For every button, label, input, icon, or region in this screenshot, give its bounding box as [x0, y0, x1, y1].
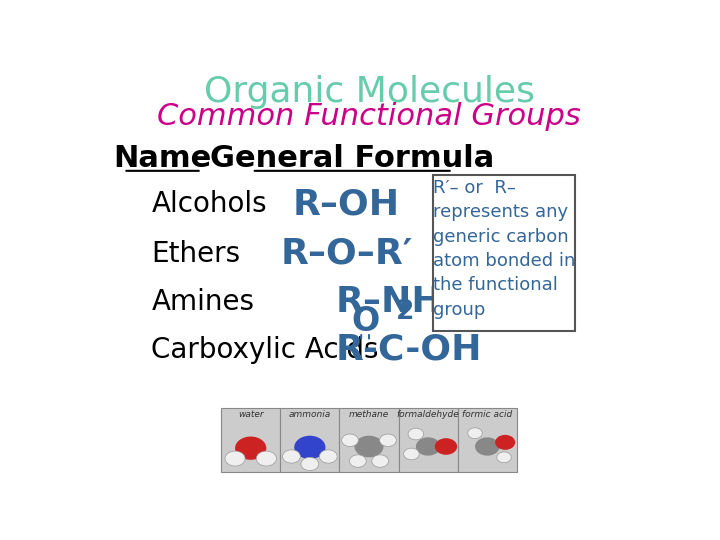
Text: R–NH: R–NH	[336, 285, 442, 319]
FancyBboxPatch shape	[399, 408, 458, 472]
Circle shape	[372, 455, 389, 467]
Text: formic acid: formic acid	[462, 410, 513, 419]
Text: Carboxylic Acids: Carboxylic Acids	[151, 336, 379, 363]
Circle shape	[235, 436, 266, 460]
Circle shape	[349, 455, 366, 467]
Circle shape	[225, 451, 245, 466]
Text: Amines: Amines	[151, 288, 254, 316]
FancyBboxPatch shape	[221, 408, 280, 472]
FancyBboxPatch shape	[339, 408, 399, 472]
Circle shape	[475, 437, 500, 456]
Circle shape	[468, 428, 482, 438]
Text: Name: Name	[114, 144, 212, 173]
Circle shape	[495, 435, 516, 450]
Circle shape	[320, 450, 337, 463]
Text: ammonia: ammonia	[289, 410, 331, 419]
Text: R′– or  R–
represents any
generic carbon
atom bonded in
the functional
group: R′– or R– represents any generic carbon …	[433, 179, 575, 319]
Circle shape	[404, 448, 419, 460]
Circle shape	[342, 434, 359, 447]
FancyBboxPatch shape	[433, 175, 575, 331]
Circle shape	[408, 428, 423, 440]
Circle shape	[497, 452, 511, 463]
Circle shape	[282, 450, 300, 463]
Text: R-C-OH: R-C-OH	[336, 333, 482, 367]
Circle shape	[379, 434, 396, 447]
Text: Organic Molecules: Organic Molecules	[204, 75, 534, 109]
Circle shape	[256, 451, 276, 466]
Circle shape	[354, 436, 384, 457]
Text: O: O	[351, 305, 379, 338]
Circle shape	[435, 438, 457, 455]
Text: methane: methane	[349, 410, 389, 419]
Circle shape	[416, 437, 441, 456]
Text: Ethers: Ethers	[151, 240, 240, 268]
Text: Alcohols: Alcohols	[151, 190, 267, 218]
Circle shape	[294, 436, 325, 459]
Text: 2: 2	[396, 299, 414, 325]
Text: General Formula: General Formula	[210, 144, 495, 173]
Text: water: water	[238, 410, 264, 419]
FancyBboxPatch shape	[280, 408, 339, 472]
Circle shape	[301, 457, 319, 471]
Text: R–O–R′: R–O–R′	[281, 237, 413, 271]
Text: R–OH: R–OH	[293, 187, 400, 221]
FancyBboxPatch shape	[458, 408, 517, 472]
Text: Common Functional Groups: Common Functional Groups	[157, 102, 581, 131]
Text: formaldehyde: formaldehyde	[397, 410, 459, 419]
